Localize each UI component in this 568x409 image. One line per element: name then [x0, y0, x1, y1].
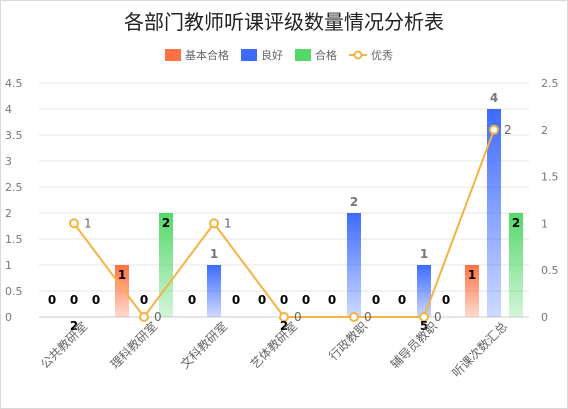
bar-value-label: 0: [92, 293, 100, 307]
bar-value-label: 0: [140, 293, 148, 307]
bar-value-label: 0: [328, 293, 336, 307]
legend-label: 良好: [261, 48, 283, 62]
line-value-label: 1: [84, 216, 92, 230]
bar-良好: [347, 213, 361, 317]
bar-value-label: 0: [70, 293, 78, 307]
gridlines: [39, 82, 529, 318]
category-label: 理科教研室: [107, 319, 160, 372]
category-label: 艺体教研室: [247, 319, 300, 372]
bar-value-label: 0: [442, 293, 450, 307]
bar-value-label: 1: [118, 268, 126, 282]
bar-value-label: 0: [232, 293, 240, 307]
bar-value-label: 2: [350, 195, 358, 209]
y-right-tick: 2.5: [541, 77, 559, 90]
y-left-tick: 4: [5, 103, 12, 116]
extra-label: 2: [70, 319, 78, 333]
bars: [115, 109, 523, 317]
x-axis: 公共教研室 理科教研室 文科教研室 艺体教研室 行政教职 辅导员教职 听课次数汇总: [37, 319, 510, 381]
y-right-tick: 2: [541, 124, 548, 137]
bar-良好: [487, 109, 501, 317]
bar-value-label: 1: [420, 247, 428, 261]
extra-label: 2: [280, 319, 288, 333]
y-right-tick: 1.5: [541, 171, 559, 184]
legend-label: 基本合格: [185, 48, 229, 62]
category-label: 公共教研室: [37, 319, 90, 372]
legend-swatch: [165, 49, 181, 61]
y-right-tick: 1: [541, 217, 548, 230]
line-value-label: 0: [434, 310, 442, 324]
y-left-tick: 3.5: [5, 129, 23, 142]
y-left-tick: 2.5: [5, 181, 23, 194]
category-label: 辅导员教职: [387, 319, 440, 372]
line-point: [209, 218, 219, 229]
line-value-label: 0: [154, 310, 162, 324]
line-value-label: 1: [224, 216, 232, 230]
category-label: 行政教职: [326, 319, 371, 364]
chart-title: 各部门教师听课评级数量情况分析表: [124, 10, 444, 34]
line-value-label: 2: [504, 123, 512, 137]
bar-value-label: 0: [302, 293, 310, 307]
legend: 基本合格 良好 合格 优秀: [165, 48, 393, 62]
bar-value-label: 2: [512, 216, 520, 230]
line-series: [69, 124, 499, 322]
bar-value-label: 2: [162, 216, 170, 230]
y-axis-left: 0 0.5 1 1.5 2 2.5 3 3.5 4 4.5: [5, 77, 23, 324]
line-point: [279, 312, 289, 322]
line-point: [419, 312, 429, 322]
legend-swatch: [295, 49, 311, 61]
legend-swatch-marker: [353, 50, 363, 60]
bar-基本合格: [465, 265, 479, 317]
legend-label: 优秀: [371, 49, 393, 62]
category-label: 文科教研室: [177, 319, 230, 372]
line-point: [139, 312, 149, 322]
line-point: [69, 218, 79, 229]
y-left-tick: 4.5: [5, 77, 23, 90]
y-right-tick: 0: [541, 311, 548, 324]
line-point: [349, 312, 359, 322]
extra-label: 5: [420, 319, 428, 333]
y-left-tick: 0.5: [5, 285, 23, 298]
bar-value-label: 0: [48, 293, 56, 307]
bar-基本合格: [115, 265, 129, 317]
bar-value-label: 0: [372, 293, 380, 307]
line-value-label: 0: [294, 310, 302, 324]
y-left-tick: 1: [5, 259, 12, 272]
category-label: 听课次数汇总: [449, 319, 511, 381]
legend-swatch: [241, 49, 257, 61]
y-left-tick: 1.5: [5, 233, 23, 246]
bar-良好: [207, 265, 221, 317]
y-left-tick: 3: [5, 155, 12, 168]
bar-良好: [417, 265, 431, 317]
y-axis-right: 0 0.5 1 1.5 2 2.5: [541, 77, 559, 324]
line-value-label: 0: [364, 310, 372, 324]
bar-value-label: 1: [468, 268, 476, 282]
y-left-tick: 2: [5, 207, 12, 220]
bar-value-label: 0: [398, 293, 406, 307]
legend-label: 合格: [315, 48, 337, 62]
bar-合格: [509, 213, 523, 317]
bar-value-label: 0: [258, 293, 266, 307]
bar-value-label: 4: [490, 91, 498, 105]
bar-value-label: 1: [210, 247, 218, 261]
y-left-tick: 0: [5, 311, 12, 324]
bar-value-label: 0: [188, 293, 196, 307]
line-point: [489, 124, 499, 135]
y-right-tick: 0.5: [541, 264, 559, 277]
bar-value-label: 0: [280, 293, 288, 307]
